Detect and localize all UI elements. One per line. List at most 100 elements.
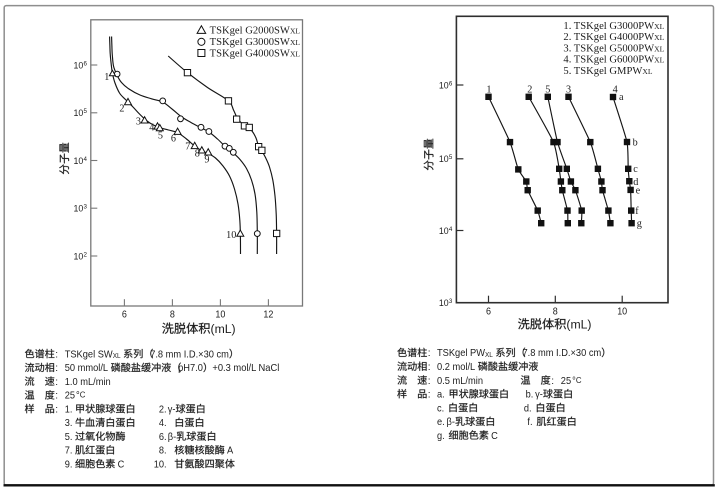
svg-text:10: 10 <box>74 204 84 215</box>
svg-text:4.: 4. <box>159 418 167 429</box>
svg-text:TSKgel G3000SWXL: TSKgel G3000SWXL <box>210 37 301 48</box>
svg-text:5: 5 <box>84 108 88 115</box>
svg-text:0.5 mL/min: 0.5 mL/min <box>437 376 483 387</box>
svg-text:4: 4 <box>149 123 154 134</box>
svg-text:+0.3 mol/L NaCl: +0.3 mol/L NaCl <box>212 363 279 374</box>
svg-text:TSKgel G4000SWXL: TSKgel G4000SWXL <box>210 48 301 59</box>
svg-text:10: 10 <box>74 60 84 71</box>
svg-text:3: 3 <box>84 204 88 211</box>
svg-text:pH7.0: pH7.0 <box>178 363 203 374</box>
svg-text:A: A <box>227 446 233 457</box>
svg-text:50 mmol/L: 50 mmol/L <box>65 363 109 374</box>
svg-text:5.: 5. <box>65 432 73 443</box>
svg-text:f.: f. <box>527 417 532 428</box>
svg-text:6: 6 <box>171 134 176 145</box>
svg-text:9: 9 <box>204 155 209 166</box>
svg-text::: : <box>55 377 58 388</box>
svg-text:C: C <box>118 459 125 470</box>
svg-text:β-: β- <box>447 417 455 428</box>
svg-text:8: 8 <box>170 310 176 321</box>
svg-text:10.: 10. <box>154 459 167 470</box>
svg-text:d: d <box>633 177 638 188</box>
svg-text:e.: e. <box>437 417 445 428</box>
svg-text:2. TSKgel G4000PWXL: 2. TSKgel G4000PWXL <box>563 32 664 43</box>
svg-text:25: 25 <box>65 391 76 402</box>
svg-text::: : <box>428 348 431 359</box>
svg-text:°: ° <box>76 391 80 402</box>
svg-text:12: 12 <box>263 310 273 321</box>
svg-text:1: 1 <box>486 85 491 96</box>
svg-text:b.: b. <box>526 390 534 401</box>
svg-text:8.: 8. <box>159 446 167 457</box>
svg-text:°: ° <box>572 376 576 387</box>
svg-text:3: 3 <box>566 85 571 96</box>
svg-text:5: 5 <box>449 154 453 161</box>
svg-text:3: 3 <box>449 298 453 305</box>
svg-text:4: 4 <box>613 85 618 96</box>
svg-text:7.: 7. <box>65 446 73 457</box>
svg-text:6: 6 <box>122 310 128 321</box>
svg-text:2: 2 <box>119 103 124 114</box>
svg-text::: : <box>55 363 58 374</box>
svg-text:f: f <box>635 206 639 217</box>
svg-text:9.: 9. <box>65 459 73 470</box>
svg-text:β-: β- <box>168 432 176 443</box>
svg-text:XL: XL <box>113 353 121 360</box>
svg-text:6: 6 <box>449 80 453 87</box>
svg-text:2.: 2. <box>159 404 167 415</box>
svg-text:TSKgel PW: TSKgel PW <box>437 348 485 359</box>
svg-text:5. TSKgel GMPWXL: 5. TSKgel GMPWXL <box>563 66 652 77</box>
svg-text:6: 6 <box>84 60 88 67</box>
svg-text:0.2 mol/L: 0.2 mol/L <box>437 362 476 373</box>
svg-text:10: 10 <box>215 310 225 321</box>
svg-text::: : <box>55 349 58 360</box>
svg-text:25: 25 <box>561 376 572 387</box>
svg-text:7.8 mm I.D.×30 cm: 7.8 mm I.D.×30 cm <box>523 348 602 359</box>
svg-text:a: a <box>619 92 624 103</box>
svg-text:γ-: γ- <box>168 404 176 415</box>
svg-text:g.: g. <box>437 431 445 442</box>
svg-text:5: 5 <box>158 130 163 141</box>
svg-text:3. TSKgel G5000PWXL: 3. TSKgel G5000PWXL <box>563 43 664 54</box>
svg-text:4: 4 <box>84 156 88 163</box>
svg-text:3: 3 <box>136 117 141 128</box>
svg-text:10: 10 <box>74 156 84 167</box>
svg-text:2: 2 <box>84 251 88 258</box>
svg-text:7: 7 <box>185 142 190 153</box>
svg-text:b: b <box>633 138 638 149</box>
svg-text:XL: XL <box>485 352 493 359</box>
svg-text::: : <box>428 376 431 387</box>
svg-text:1.0 mL/min: 1.0 mL/min <box>65 377 111 388</box>
svg-text::: : <box>55 391 58 402</box>
svg-text:g: g <box>637 219 642 230</box>
svg-text:7.8 mm I.D.×30 cm: 7.8 mm I.D.×30 cm <box>150 349 229 360</box>
svg-text:6.: 6. <box>159 432 167 443</box>
svg-text:10: 10 <box>617 306 627 317</box>
svg-text:10: 10 <box>74 251 84 262</box>
svg-text:10: 10 <box>439 154 449 165</box>
svg-text:(mL): (mL) <box>566 317 591 331</box>
svg-text:8: 8 <box>553 306 559 317</box>
svg-text:2: 2 <box>527 85 532 96</box>
svg-text:C: C <box>491 431 498 442</box>
svg-text:C: C <box>576 375 582 385</box>
svg-text:a.: a. <box>437 390 445 401</box>
svg-text::: : <box>428 390 431 401</box>
svg-text:10: 10 <box>226 230 236 241</box>
svg-text:d.: d. <box>524 403 532 414</box>
svg-text:1: 1 <box>104 72 109 83</box>
svg-text:8: 8 <box>195 149 200 160</box>
svg-text:TSKgel G2000SWXL: TSKgel G2000SWXL <box>210 26 301 37</box>
svg-text::: : <box>55 404 58 415</box>
svg-text:e: e <box>636 186 641 197</box>
svg-text:1.: 1. <box>65 404 73 415</box>
svg-text:γ-: γ- <box>535 390 543 401</box>
svg-text:c: c <box>633 164 638 175</box>
svg-text:4. TSKgel G6000PWXL: 4. TSKgel G6000PWXL <box>563 55 664 66</box>
svg-text:(mL): (mL) <box>211 322 236 336</box>
svg-text:c.: c. <box>437 403 444 414</box>
svg-text:10: 10 <box>439 226 449 237</box>
svg-text::: : <box>551 376 554 387</box>
svg-text:3.: 3. <box>65 418 73 429</box>
svg-text:6: 6 <box>486 306 492 317</box>
